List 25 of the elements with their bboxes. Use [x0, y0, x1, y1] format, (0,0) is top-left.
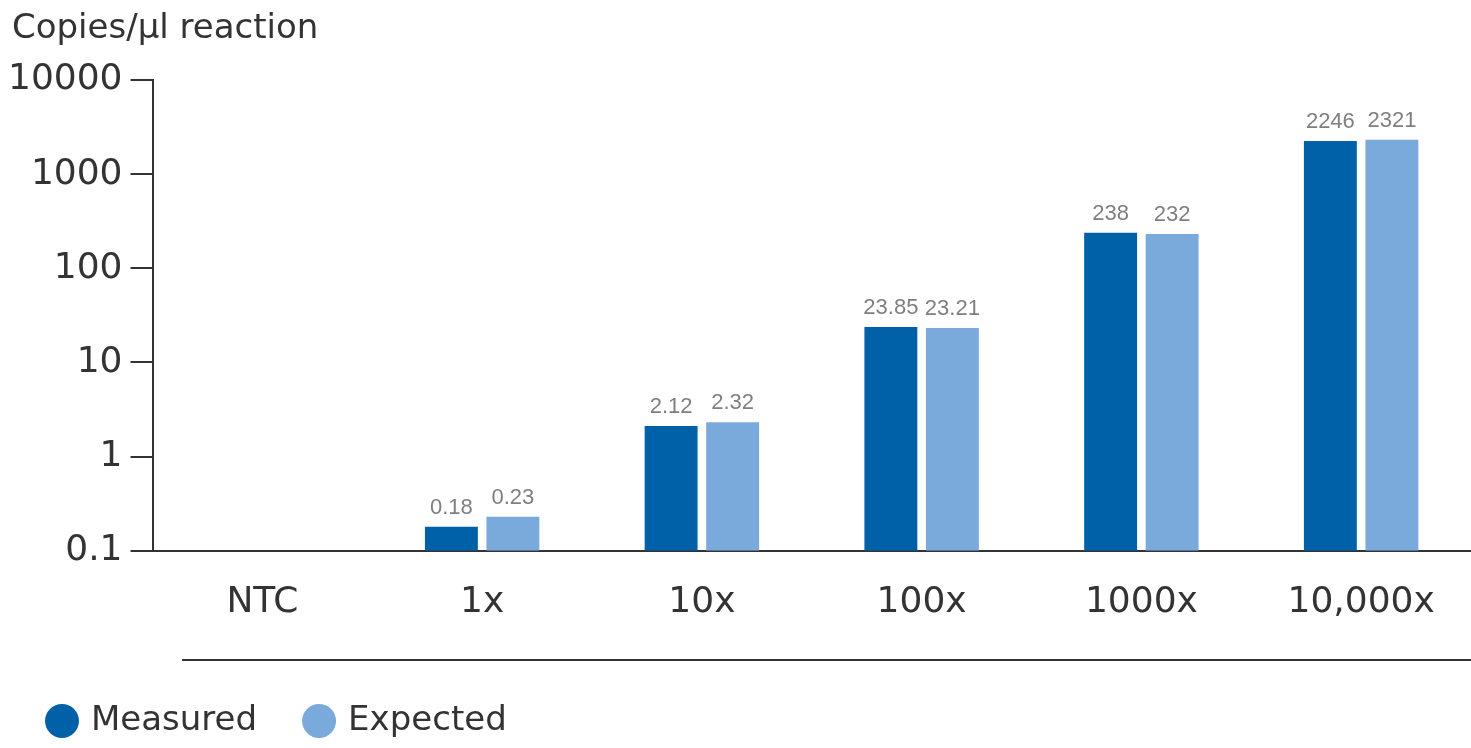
legend-label: Expected — [348, 697, 507, 738]
x-tick-label: 10x — [668, 578, 736, 620]
x-tick-label: 100x — [876, 578, 967, 620]
data-label: 2321 — [1367, 106, 1417, 132]
legend-label: Measured — [91, 697, 258, 738]
x-tick-label: 1x — [460, 578, 505, 620]
x-tick-label: NTC — [226, 578, 299, 620]
data-label: 0.23 — [491, 483, 535, 509]
y-tick-label: 1 — [99, 433, 123, 474]
y-tick-label: 0.1 — [65, 527, 123, 569]
x-tick-label: 1000x — [1084, 578, 1198, 620]
data-label: 2.12 — [649, 392, 693, 418]
y-axis-title: Copies/µl reaction — [12, 5, 319, 46]
x-tick-label: 10,000x — [1287, 578, 1435, 620]
y-tick-label: 10 — [76, 338, 123, 380]
data-label: 0.18 — [429, 493, 473, 519]
y-tick-label: 1000 — [30, 150, 123, 192]
data-label: 238 — [1092, 199, 1129, 225]
y-tick-label: 100 — [53, 244, 123, 286]
data-label: 232 — [1153, 200, 1191, 226]
data-label: 2246 — [1305, 108, 1355, 134]
data-label: 23.85 — [863, 294, 919, 319]
y-tick-label: 10000 — [7, 56, 123, 98]
data-label: 23.21 — [924, 295, 980, 321]
data-label: 2.32 — [711, 389, 755, 415]
